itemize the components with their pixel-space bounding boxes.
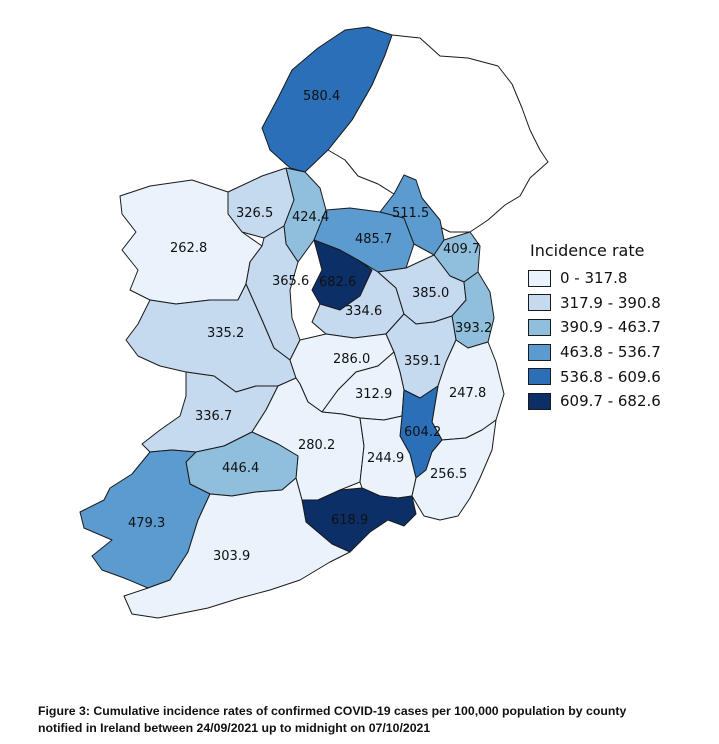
legend-rows: 0 - 317.8 317.9 - 390.8 390.9 - 463.7 463.8… bbox=[528, 266, 661, 414]
caption-line-2: notified in Ireland between 24/09/2021 u… bbox=[38, 721, 431, 735]
label-sligo: 326.5 bbox=[236, 206, 273, 221]
label-clare: 336.7 bbox=[195, 409, 232, 424]
label-tipperary: 280.2 bbox=[298, 438, 335, 453]
label-kerry: 479.3 bbox=[128, 516, 165, 531]
label-waterford: 618.9 bbox=[331, 513, 368, 528]
legend-label: 463.8 - 536.7 bbox=[560, 343, 661, 362]
legend-label: 317.9 - 390.8 bbox=[560, 293, 661, 312]
figure-caption: Figure 3: Cumulative incidence rates of … bbox=[38, 703, 698, 737]
county-monaghan[interactable] bbox=[379, 174, 445, 256]
map-legend: Incidence rate 0 - 317.8 317.9 - 390.8 390… bbox=[528, 241, 661, 414]
legend-row: 317.9 - 390.8 bbox=[528, 291, 661, 316]
caption-line-1: Figure 3: Cumulative incidence rates of … bbox=[38, 704, 627, 718]
county-leitrim[interactable] bbox=[283, 167, 327, 263]
legend-row: 609.7 - 682.6 bbox=[528, 389, 661, 414]
legend-row: 0 - 317.8 bbox=[528, 266, 661, 291]
label-donegal: 580.4 bbox=[303, 89, 340, 104]
northern-ireland-outline bbox=[327, 34, 549, 233]
label-laois: 312.9 bbox=[355, 387, 392, 402]
legend-swatch bbox=[528, 294, 551, 312]
county-cork[interactable] bbox=[123, 477, 351, 619]
label-carlow: 604.2 bbox=[404, 425, 441, 440]
legend-row: 390.9 - 463.7 bbox=[528, 315, 661, 340]
label-cork: 303.9 bbox=[213, 549, 250, 564]
label-cavan: 485.7 bbox=[355, 232, 392, 247]
legend-label: 536.8 - 609.6 bbox=[560, 367, 661, 386]
label-monaghan: 511.5 bbox=[392, 206, 429, 221]
county-wexford[interactable] bbox=[411, 419, 497, 521]
label-louth: 409.7 bbox=[443, 242, 480, 257]
label-offaly: 286.0 bbox=[333, 352, 370, 367]
label-longford: 682.6 bbox=[319, 275, 356, 290]
county-kerry[interactable] bbox=[79, 449, 211, 589]
legend-row: 536.8 - 609.6 bbox=[528, 364, 661, 389]
label-meath: 385.0 bbox=[412, 286, 449, 301]
county-donegal[interactable] bbox=[261, 26, 393, 173]
label-westmeath: 334.6 bbox=[345, 304, 382, 319]
legend-swatch bbox=[528, 318, 551, 336]
label-galway: 335.2 bbox=[207, 326, 244, 341]
label-kildare: 359.1 bbox=[404, 354, 441, 369]
legend-swatch bbox=[528, 269, 551, 287]
label-kilkenny: 244.9 bbox=[367, 451, 404, 466]
label-dublin: 393.2 bbox=[455, 321, 492, 336]
legend-label: 609.7 - 682.6 bbox=[560, 392, 661, 411]
label-limerick: 446.4 bbox=[222, 461, 259, 476]
legend-swatch bbox=[528, 392, 551, 410]
label-roscommon: 365.6 bbox=[272, 274, 309, 289]
label-leitrim: 424.4 bbox=[292, 210, 329, 225]
legend-label: 0 - 317.8 bbox=[560, 269, 628, 288]
legend-swatch bbox=[528, 343, 551, 361]
label-wicklow: 247.8 bbox=[449, 386, 486, 401]
legend-title: Incidence rate bbox=[530, 241, 645, 260]
label-wexford: 256.5 bbox=[430, 467, 467, 482]
label-mayo: 262.8 bbox=[170, 241, 207, 256]
legend-swatch bbox=[528, 368, 551, 386]
legend-row: 463.8 - 536.7 bbox=[528, 340, 661, 365]
legend-label: 390.9 - 463.7 bbox=[560, 318, 661, 337]
